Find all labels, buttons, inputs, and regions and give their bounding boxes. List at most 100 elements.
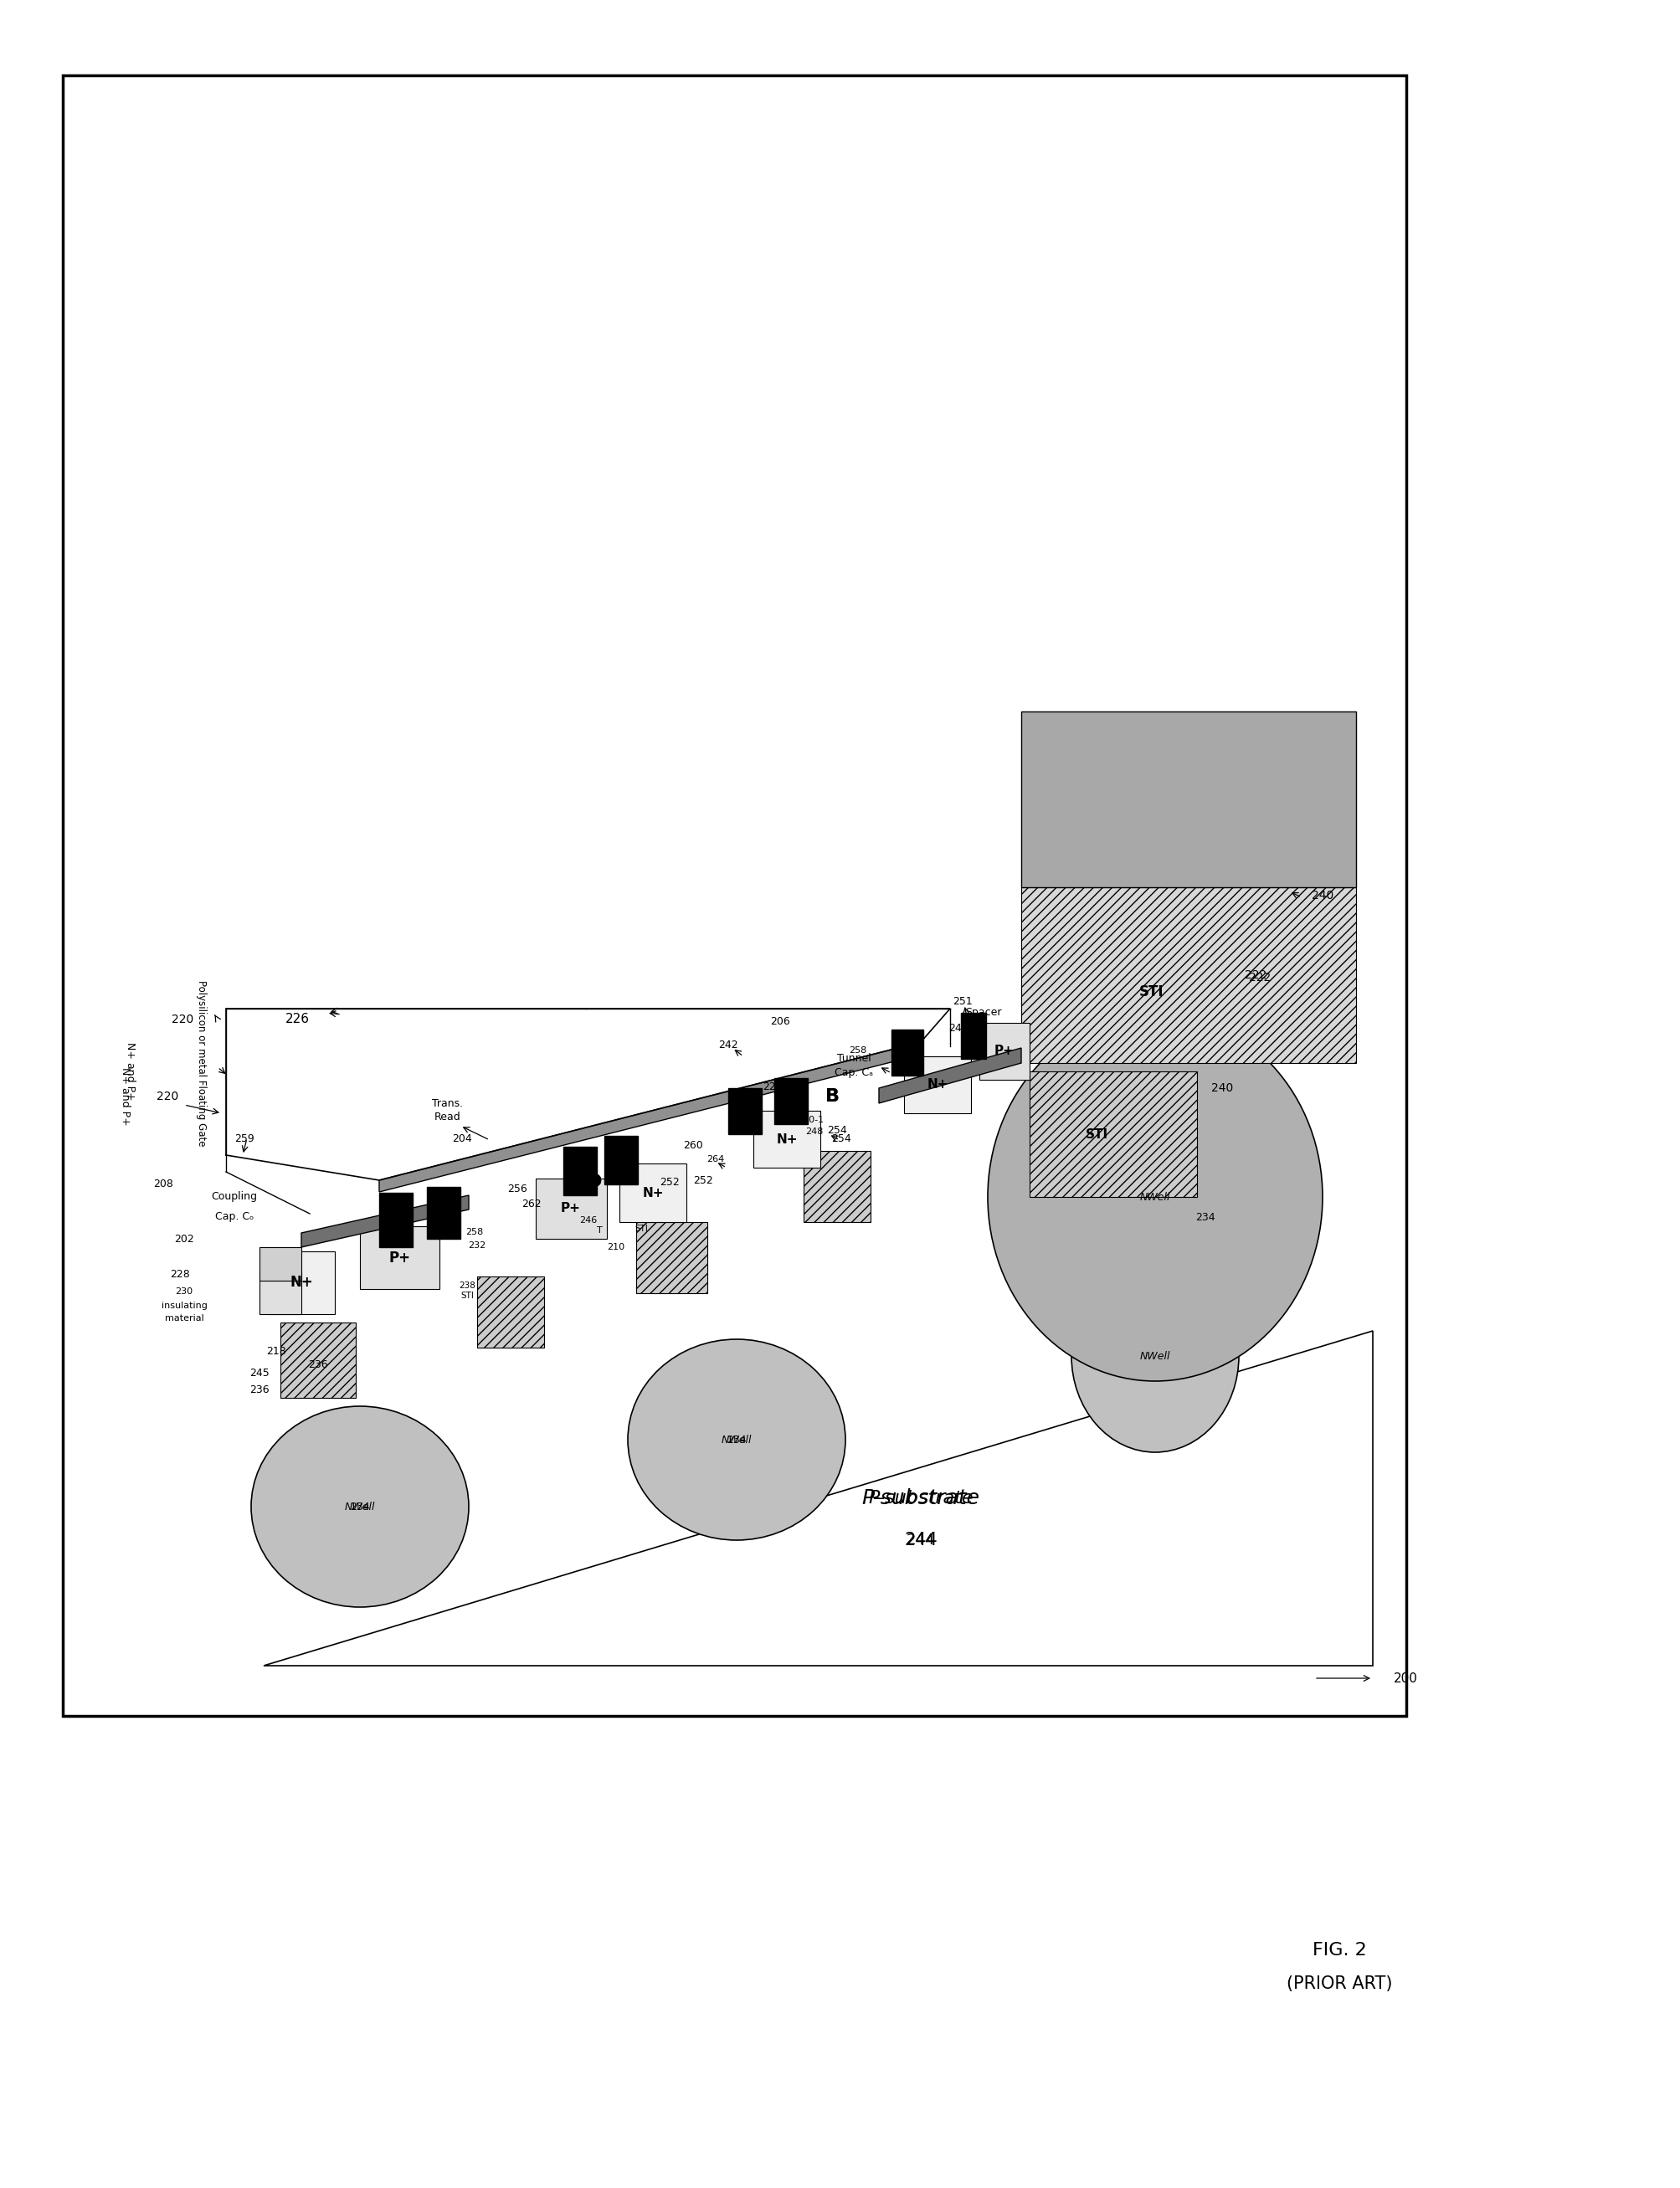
- Text: 258: 258: [848, 1046, 867, 1055]
- Bar: [904, 1057, 971, 1114]
- Text: 224: 224: [763, 1081, 783, 1092]
- Text: 204: 204: [452, 1133, 472, 1144]
- Text: 218: 218: [267, 1346, 286, 1357]
- Text: 234: 234: [727, 1435, 746, 1444]
- Text: P+: P+: [388, 1252, 410, 1265]
- Text: 238
STI: 238 STI: [459, 1282, 475, 1300]
- Text: Polysilicon or metal Floating Gate: Polysilicon or metal Floating Gate: [195, 980, 207, 1147]
- Bar: [1021, 711, 1356, 888]
- Bar: [360, 1225, 440, 1289]
- Text: 210: 210: [606, 1243, 625, 1252]
- Text: 202: 202: [175, 1234, 195, 1245]
- Ellipse shape: [628, 1339, 845, 1540]
- Text: T: T: [596, 1225, 601, 1234]
- Text: material: material: [165, 1315, 203, 1322]
- Text: FIG. 2: FIG. 2: [1312, 1943, 1366, 1958]
- Text: N+: N+: [776, 1133, 798, 1147]
- Text: 230: 230: [175, 1287, 193, 1295]
- Text: 220: 220: [156, 1090, 178, 1103]
- Text: NWell: NWell: [721, 1435, 753, 1444]
- Polygon shape: [380, 1041, 921, 1192]
- Text: P-substrate: P-substrate: [862, 1488, 979, 1508]
- Text: B: B: [827, 1087, 840, 1105]
- Text: 232: 232: [469, 1241, 486, 1249]
- Text: N+: N+: [642, 1186, 664, 1199]
- Text: P-substrate: P-substrate: [869, 1490, 973, 1508]
- Text: 206: 206: [769, 1015, 790, 1026]
- Text: 234: 234: [349, 1501, 370, 1512]
- Bar: [267, 1252, 334, 1315]
- Text: NWell: NWell: [1141, 1192, 1171, 1203]
- Text: D: D: [586, 1173, 601, 1190]
- Text: 252: 252: [694, 1175, 712, 1186]
- Text: 228: 228: [170, 1269, 190, 1280]
- Bar: [259, 1247, 301, 1280]
- Text: NWell: NWell: [344, 1501, 375, 1512]
- Text: 240: 240: [1312, 891, 1334, 901]
- Polygon shape: [301, 1195, 469, 1247]
- Bar: [1021, 888, 1356, 1063]
- Text: 208: 208: [153, 1179, 173, 1190]
- Bar: [1030, 1072, 1198, 1197]
- Bar: [427, 1186, 460, 1238]
- Text: 264: 264: [707, 1155, 724, 1164]
- Text: Read: Read: [435, 1112, 460, 1122]
- Ellipse shape: [988, 1013, 1322, 1381]
- Bar: [605, 1136, 638, 1184]
- Text: B: B: [827, 1087, 840, 1105]
- Bar: [281, 1322, 356, 1398]
- Polygon shape: [264, 1330, 1373, 1665]
- Ellipse shape: [1072, 1260, 1238, 1453]
- Text: 236: 236: [307, 1359, 328, 1370]
- Text: N+: N+: [289, 1276, 312, 1291]
- Text: 240: 240: [1211, 1083, 1233, 1094]
- Text: 254: 254: [827, 1125, 847, 1136]
- Bar: [727, 1087, 761, 1133]
- Bar: [753, 1112, 820, 1168]
- Text: 245: 245: [250, 1368, 269, 1378]
- Text: STI: STI: [635, 1225, 648, 1234]
- Text: 258: 258: [465, 1227, 484, 1236]
- Text: 246: 246: [949, 1022, 968, 1033]
- Text: 246: 246: [580, 1217, 598, 1225]
- Text: D: D: [586, 1173, 601, 1190]
- Text: NWell: NWell: [1141, 1350, 1171, 1361]
- Bar: [477, 1276, 544, 1348]
- Bar: [979, 1022, 1030, 1079]
- Text: 250-1: 250-1: [796, 1116, 823, 1125]
- Text: Cap. Cₐ: Cap. Cₐ: [835, 1068, 874, 1079]
- Text: P+: P+: [561, 1203, 581, 1214]
- Text: (PRIOR ART): (PRIOR ART): [1287, 1976, 1393, 1991]
- Text: P+: P+: [995, 1046, 1015, 1057]
- Text: Tunnel: Tunnel: [837, 1052, 870, 1063]
- Text: 222: 222: [1245, 969, 1267, 980]
- Text: B: B: [968, 1037, 983, 1055]
- Text: 256: 256: [507, 1184, 528, 1195]
- Text: STI: STI: [1085, 1127, 1107, 1140]
- Text: Coupling: Coupling: [212, 1192, 257, 1203]
- Text: 262: 262: [522, 1199, 541, 1210]
- Text: 248: 248: [805, 1127, 823, 1136]
- Text: 236: 236: [250, 1385, 269, 1396]
- Bar: [62, 74, 1406, 1715]
- Bar: [620, 1164, 687, 1223]
- Text: 252: 252: [660, 1177, 680, 1188]
- Text: N+ and P+: N+ and P+: [124, 1041, 134, 1101]
- Bar: [259, 1271, 301, 1315]
- Bar: [637, 1223, 707, 1293]
- Bar: [803, 1151, 870, 1223]
- Bar: [892, 1031, 924, 1076]
- Text: 242: 242: [719, 1039, 738, 1050]
- Bar: [536, 1179, 606, 1238]
- Text: 222: 222: [1248, 971, 1270, 985]
- Text: 259: 259: [235, 1133, 254, 1144]
- Bar: [774, 1079, 808, 1125]
- Polygon shape: [879, 1048, 1021, 1103]
- Text: N+: N+: [927, 1079, 948, 1092]
- Text: 234: 234: [1196, 1212, 1215, 1223]
- Text: STI: STI: [1139, 985, 1163, 1000]
- Text: Cap. Cₒ: Cap. Cₒ: [215, 1210, 254, 1221]
- Text: N+ and P+: N+ and P+: [119, 1068, 131, 1125]
- Text: B: B: [968, 1037, 983, 1055]
- Text: 226: 226: [286, 1013, 309, 1024]
